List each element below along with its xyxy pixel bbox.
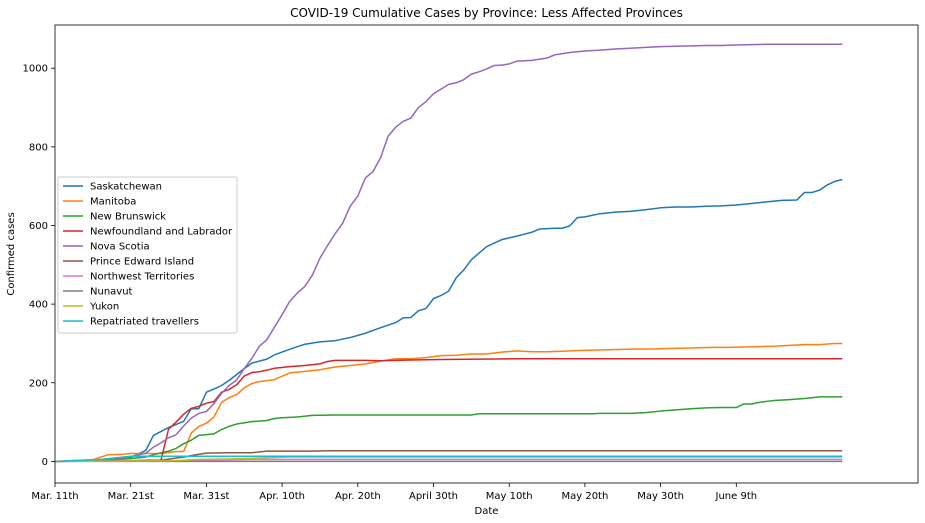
x-tick-label: May 10th <box>486 491 533 502</box>
legend-entry: New Brunswick <box>90 212 166 223</box>
legend-entry: Repatriated travellers <box>90 317 199 328</box>
x-tick-label: May 20th <box>561 491 608 502</box>
y-tick-label: 600 <box>29 221 48 232</box>
x-tick-label: Apr. 20th <box>335 491 381 502</box>
legend-entry: Nova Scotia <box>90 242 150 253</box>
y-tick-label: 800 <box>29 142 48 153</box>
x-tick-label: May 30th <box>637 491 684 502</box>
series-line-manitoba <box>54 342 843 463</box>
x-axis: Mar. 11th Mar. 21st Mar. 31st Apr. 10th Apr.… <box>31 483 757 502</box>
x-tick-label: Mar. 31st <box>183 491 229 502</box>
y-axis: 0 200 400 600 800 1000 <box>23 64 55 468</box>
series-line-prince-edward-island <box>54 450 843 463</box>
legend-entry: Yukon <box>89 302 119 313</box>
legend-entry: Saskatchewan <box>90 182 162 193</box>
series-layer <box>54 43 843 463</box>
y-axis-label: Confirmed cases <box>6 212 17 295</box>
legend: Saskatchewan Manitoba New Brunswick Newfoun… <box>57 176 238 334</box>
x-tick-label: Mar. 21st <box>108 491 154 502</box>
chart-title: COVID-19 Cumulative Cases by Province: L… <box>290 6 683 20</box>
x-tick-label: Mar. 11th <box>31 491 78 502</box>
x-tick-label: April 30th <box>409 491 458 502</box>
y-tick-label: 1000 <box>23 64 48 75</box>
legend-entry: Nunavut <box>90 287 133 298</box>
series-line-saskatchewan <box>54 178 843 463</box>
x-axis-label: Date <box>475 506 499 517</box>
y-tick-label: 400 <box>29 300 48 311</box>
legend-entry: Newfoundland and Labrador <box>90 227 233 238</box>
series-line-nova-scotia <box>54 43 843 463</box>
x-tick-label: Apr. 10th <box>259 491 305 502</box>
legend-entry: Prince Edward Island <box>90 257 194 268</box>
series-line-yukon <box>54 456 843 463</box>
y-tick-label: 0 <box>42 457 48 468</box>
y-tick-label: 200 <box>29 378 48 389</box>
series-line-new-brunswick <box>54 396 843 463</box>
legend-entry: Manitoba <box>90 197 136 208</box>
legend-entry: Northwest Territories <box>90 272 194 283</box>
x-tick-label: June 9th <box>715 491 758 502</box>
series-line-newfoundland-and-labrador <box>54 358 843 463</box>
legend-box <box>57 176 238 334</box>
series-line-repatriated-travellers <box>54 455 843 463</box>
plot-frame <box>54 24 919 484</box>
